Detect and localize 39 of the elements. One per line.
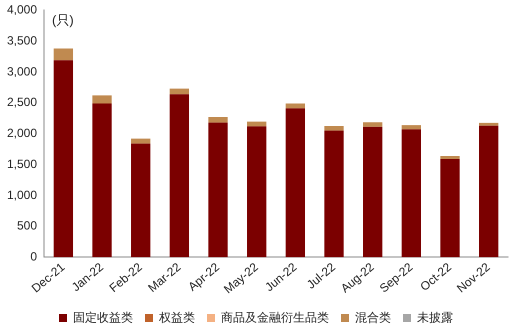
y-tick-label: 1,000 <box>7 188 38 202</box>
bar <box>440 156 460 160</box>
legend-label: 商品及金融衍生品类 <box>221 310 329 324</box>
bar <box>54 60 74 258</box>
bar <box>92 103 112 258</box>
bar <box>131 144 150 258</box>
legend-label: 混合类 <box>355 310 391 324</box>
legend-label: 未披露 <box>417 310 453 324</box>
bar <box>479 126 498 258</box>
bar <box>479 122 498 126</box>
bar <box>170 94 190 258</box>
bar <box>170 88 190 94</box>
bar <box>131 138 150 144</box>
legend-label: 权益类 <box>158 310 195 324</box>
bar <box>324 126 344 131</box>
bar <box>54 48 74 60</box>
bar <box>363 126 382 258</box>
y-tick-label: 3,000 <box>7 64 38 78</box>
y-tick-label: 0 <box>30 250 38 264</box>
bar <box>286 103 306 108</box>
bar <box>208 117 228 123</box>
y-tick-label: 2,000 <box>7 126 38 140</box>
bar <box>324 130 344 258</box>
bar <box>247 122 266 126</box>
y-tick-label: 3,500 <box>7 33 38 48</box>
bar <box>363 122 382 127</box>
bar <box>92 95 112 104</box>
y-tick-label: 4,000 <box>7 2 38 17</box>
y-tick-label: 1,500 <box>7 156 38 171</box>
bar <box>247 126 266 258</box>
bar <box>440 159 460 258</box>
bar <box>286 108 306 258</box>
bar <box>402 125 422 130</box>
bar <box>402 129 422 258</box>
y-tick-label: 500 <box>17 218 38 233</box>
y-axis-title: (只) <box>52 12 74 28</box>
legend-label: 固定收益类 <box>73 310 133 324</box>
y-tick-label: 2,500 <box>7 95 38 110</box>
bar <box>208 122 228 258</box>
